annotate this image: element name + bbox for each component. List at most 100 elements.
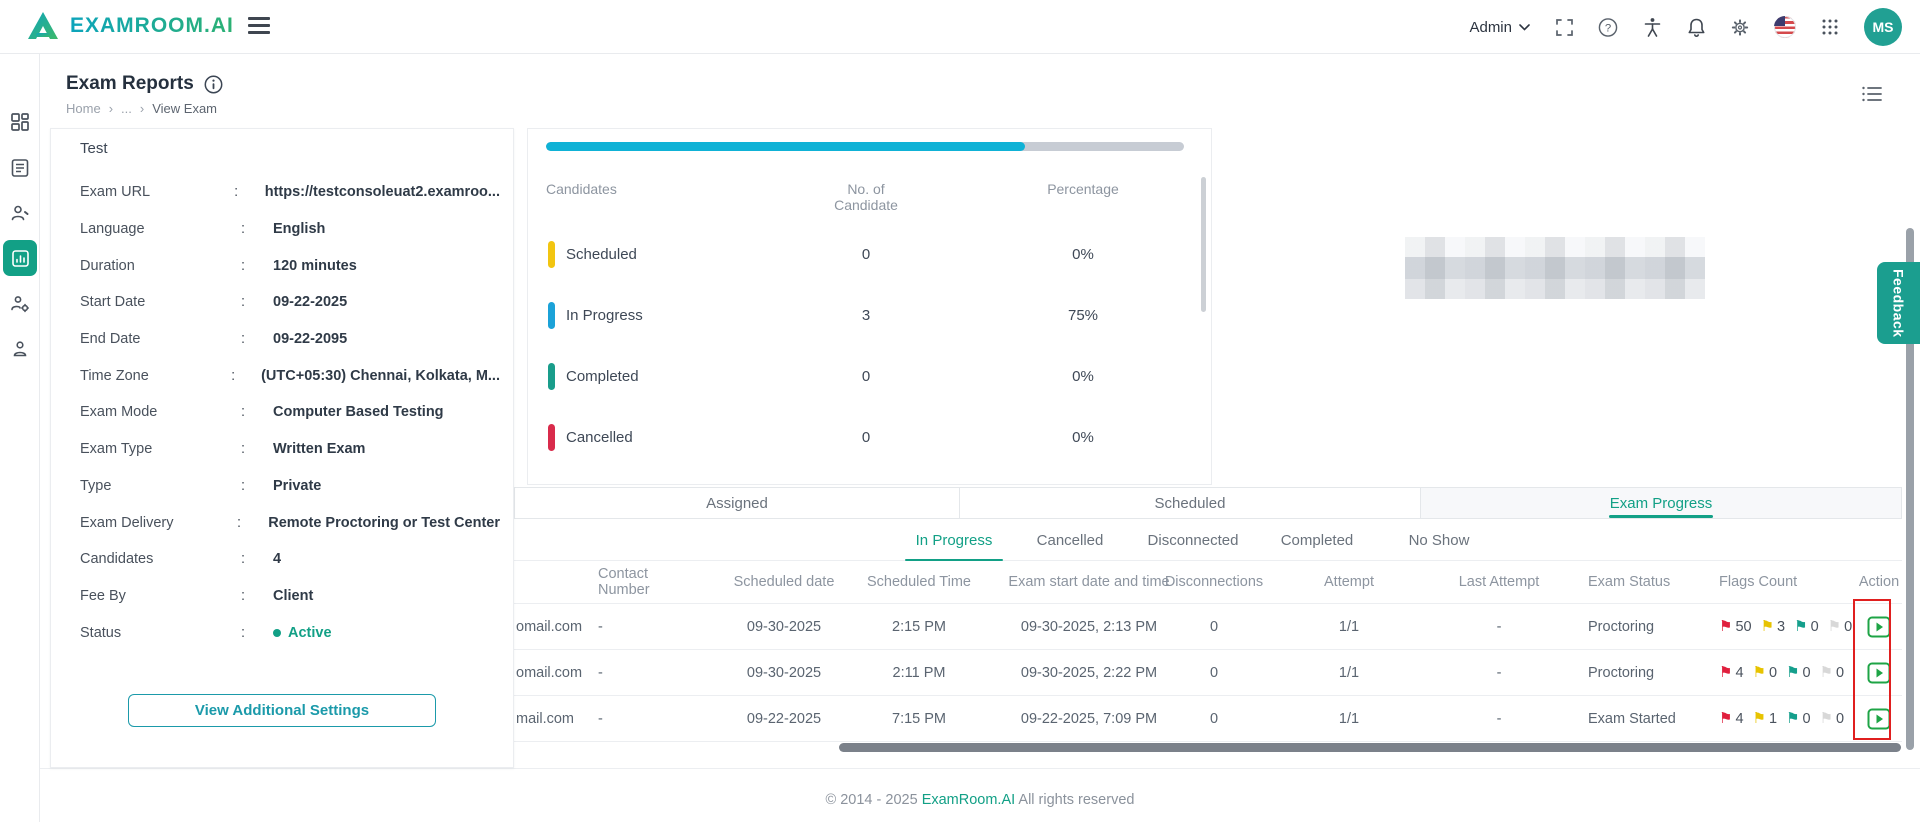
col-contact-number: Contact Number [598,566,650,598]
gray-flag-icon: ⚑ [1819,710,1834,727]
settings-gear-icon[interactable] [1730,17,1750,37]
table-row[interactable]: omail.com - 09-30-2025 2:11 PM 09-30-202… [514,650,1902,696]
sidebar-item-dashboard[interactable] [10,112,30,132]
brand-logo[interactable]: EXAMROOM.AI [26,10,234,42]
breadcrumb-separator: › [139,101,145,116]
table-row[interactable]: mail.com - 09-22-2025 7:15 PM 09-22-2025… [514,696,1902,742]
col-scheduled-time: Scheduled Time [867,574,971,590]
candidate-email: omail.com [516,618,583,635]
active-tab-indicator [1609,515,1713,518]
flags-count: ⚑ 4 ⚑ 1 ⚑ 0 ⚑ 0 [1719,696,1864,741]
detail-row-duration: Duration:120 minutes [80,257,357,274]
language-flag-icon[interactable] [1774,16,1796,38]
col-scheduled-date: Scheduled date [733,574,835,590]
main-tabs: Assigned Scheduled Exam Progress [514,487,1902,519]
col-exam-start: Exam start date and time [1008,574,1170,590]
stats-row-scheduled: Scheduled 0 0% [528,224,1211,285]
gray-flag-count: ⚑ 0 [1819,710,1845,727]
breadcrumb: Home › ... › View Exam [66,101,217,116]
stats-col-count: No. of Candidate [834,181,898,213]
detail-row-exam-mode: Exam Mode: Computer Based Testing [80,404,444,421]
completed-color-pill [548,363,555,390]
candidates-progress-fill [546,142,1025,151]
status-dot [273,628,281,637]
table-header: Contact Number Scheduled date Scheduled … [514,561,1902,604]
green-flag-icon: ⚑ [1786,710,1800,727]
active-subtab-indicator [905,558,1003,561]
hamburger-menu-icon[interactable] [248,17,270,35]
tab-scheduled[interactable]: Scheduled [960,487,1421,519]
brand-name: EXAMROOM.AI [70,14,234,37]
stats-col-candidates: Candidates [546,181,617,197]
left-sidebar [0,54,40,822]
detail-row-fee-by: Fee By: Client [80,587,314,604]
table-row[interactable]: omail.com - 09-30-2025 2:15 PM 09-30-202… [514,604,1902,650]
tab-exam-progress[interactable]: Exam Progress [1421,487,1902,519]
horizontal-scrollbar[interactable] [839,743,1901,752]
yellow-flag-count: ⚑ 1 [1752,710,1778,727]
candidate-email: mail.com [516,710,575,727]
fullscreen-icon[interactable] [1554,17,1574,37]
flags-count: ⚑ 4 ⚑ 0 ⚑ 0 ⚑ 0 [1719,650,1864,695]
detail-row-language: Language: English [80,221,326,238]
gray-flag-count: ⚑ 0 [1819,664,1845,681]
accessibility-icon[interactable] [1642,17,1662,37]
footer-brand-link[interactable]: ExamRoom.AI [921,792,1016,808]
exam-details-panel: Test Exam URL: https://testconsoleuat2.ex… [50,128,514,768]
feedback-tab[interactable]: Feedback [1877,262,1920,344]
candidate-stats-panel: Candidates No. of Candidate Percentage S… [527,128,1212,485]
view-additional-settings-button[interactable]: View Additional Settings [128,694,436,727]
status-badge: Active [288,624,332,641]
exam-name: Test [80,140,108,157]
subtab-in-progress[interactable]: In Progress [905,519,1003,561]
col-action: Action [1858,574,1900,590]
redacted-content [1405,237,1705,299]
sidebar-item-user-settings[interactable] [10,294,30,314]
stats-header-row: Candidates No. of Candidate Percentage [528,181,1211,213]
red-flag-count: ⚑ 4 [1719,710,1744,727]
subtab-no-show[interactable]: No Show [1408,531,1470,549]
notifications-bell-icon[interactable] [1686,17,1706,37]
admin-dropdown[interactable]: Admin [1469,19,1530,36]
status-subtabs: In Progress Cancelled Disconnected Compl… [514,519,1902,561]
exam-status: Proctoring [1588,664,1655,681]
subtab-completed[interactable]: Completed [1280,531,1354,549]
exam-url-value[interactable]: https://testconsoleuat2.examroo... [264,184,500,201]
help-icon[interactable]: ? [1598,17,1618,37]
page-title: Exam Reports [66,73,223,95]
list-view-icon[interactable] [1860,84,1884,104]
stats-scrollbar[interactable] [1201,177,1206,312]
scheduled-color-pill [548,241,555,268]
gray-flag-icon: ⚑ [1827,618,1842,635]
yellow-flag-icon: ⚑ [1752,664,1766,681]
subtab-cancelled[interactable]: Cancelled [1036,531,1104,549]
subtab-disconnected[interactable]: Disconnected [1147,531,1239,549]
breadcrumb-home[interactable]: Home [66,101,101,116]
exam-status: Exam Started [1588,710,1676,727]
apps-grid-icon[interactable] [1820,17,1840,37]
sidebar-item-reports-active[interactable] [3,240,37,276]
footer-copyright: © 2014 - 2025 ExamRoom.AI All rights res… [825,792,1135,808]
exam-status: Proctoring [1588,618,1655,635]
yellow-flag-count: ⚑ 0 [1752,664,1778,681]
action-column-highlight [1853,599,1891,740]
gray-flag-icon: ⚑ [1819,664,1834,681]
sidebar-item-candidates[interactable] [10,203,30,223]
detail-row-start-date: Start Date:09-22-2025 [80,294,348,311]
detail-row-type: Type: Private [80,477,322,494]
stats-col-percentage: Percentage [1047,181,1119,197]
stats-row-cancelled: Cancelled 0 0% [528,407,1211,468]
breadcrumb-ellipsis[interactable]: ... [121,101,132,116]
info-icon[interactable] [204,75,223,94]
tab-assigned[interactable]: Assigned [514,487,960,519]
breadcrumb-separator: › [108,101,114,116]
green-flag-count: ⚑ 0 [1794,618,1819,635]
cancelled-color-pill [548,424,555,451]
examroom-logo-icon [28,12,58,39]
stats-row-completed: Completed 0 0% [528,346,1211,407]
sidebar-item-profile[interactable] [10,339,30,359]
user-avatar[interactable]: MS [1864,8,1902,46]
vertical-scrollbar[interactable] [1906,228,1914,750]
col-attempt: Attempt [1324,574,1374,590]
sidebar-item-exams[interactable] [10,158,30,178]
